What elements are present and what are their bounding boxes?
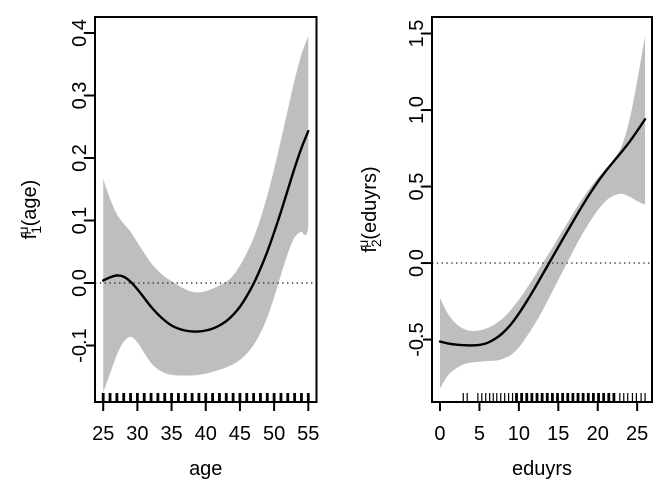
smooth-fit-curve [438, 118, 647, 347]
y-tick-label: -0.5 [406, 322, 428, 356]
ylabel-args: (age) [19, 180, 41, 227]
x-tick-label: 0 [434, 423, 445, 445]
plot-box [431, 16, 653, 403]
x-axis-title: eduyrs [512, 458, 572, 480]
x-tick-label: 25 [92, 423, 114, 445]
rug-ticks [101, 393, 310, 401]
y-tick-label: 1.5 [406, 20, 428, 48]
y-tick-label: 0.5 [406, 173, 428, 201]
y-tick-label: 0.4 [69, 19, 91, 47]
y-axis-title: f1μ(age) [15, 180, 44, 240]
x-tick-label: 55 [297, 423, 319, 445]
x-tick-label: 10 [508, 423, 530, 445]
x-tick-label: 5 [474, 423, 485, 445]
x-tick-label: 45 [229, 423, 251, 445]
panel-f1-age: 25 30 35 40 45 50 55 -0.1 0.0 0.1 0.2 0.3 0.4 age f1μ(… [15, 16, 319, 480]
y-tick-label: -0.1 [69, 328, 91, 362]
x-tick-label: 35 [160, 423, 182, 445]
x-tick-label: 40 [195, 423, 217, 445]
confidence-band [103, 36, 309, 393]
y-tick-label: 0.0 [406, 249, 428, 277]
panel-f2-eduyrs: 0 5 10 15 20 25 -0.5 0.0 0.5 1.0 1.5 eduyrs f2μ(eduy… [355, 16, 653, 480]
x-axis: 0 5 10 15 20 25 [434, 403, 648, 445]
y-axis-title: f2μ(eduyrs) [355, 166, 384, 252]
x-tick-label: 20 [587, 423, 609, 445]
y-tick-label: 1.0 [406, 96, 428, 124]
ylabel-sub: 1 [28, 226, 44, 234]
ylabel-args: (eduyrs) [359, 166, 381, 239]
y-tick-label: 0.3 [69, 82, 91, 110]
ylabel-sup: μ [15, 226, 31, 234]
plot-box [94, 16, 318, 403]
y-tick-label: 0.2 [69, 144, 91, 172]
x-axis: 25 30 35 40 45 50 55 [92, 403, 319, 445]
x-tick-label: 30 [126, 423, 148, 445]
confidence-band [439, 35, 646, 389]
y-tick-label: 0.0 [69, 269, 91, 297]
x-tick-label: 15 [547, 423, 569, 445]
x-tick-label: 50 [263, 423, 285, 445]
ylabel-sub: 2 [368, 239, 384, 247]
x-tick-label: 25 [626, 423, 648, 445]
ylabel-base: f [19, 233, 41, 239]
ylabel-sup: μ [355, 240, 371, 248]
y-axis: -0.1 0.0 0.1 0.2 0.3 0.4 [69, 19, 94, 363]
y-tick-label: 0.1 [69, 207, 91, 235]
rug-ticks [462, 393, 646, 401]
ylabel-base: f [359, 247, 381, 253]
y-axis: -0.5 0.0 0.5 1.0 1.5 [406, 20, 431, 357]
smooth-fit-curve [102, 129, 310, 333]
x-axis-title: age [189, 458, 222, 480]
